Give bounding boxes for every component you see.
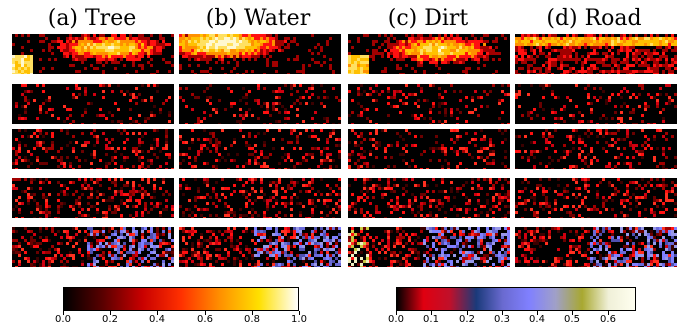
- colorbar-tick: [157, 311, 158, 315]
- heatmap-water-row-4: [179, 178, 341, 218]
- colorbar-tick-label: 0.0: [388, 314, 404, 325]
- heatmap-dirt-row-1: [348, 34, 510, 74]
- heatmap-dirt-row-5: [348, 227, 510, 267]
- heatmap-tree-row-1: [12, 34, 174, 74]
- colorbar-tick: [431, 311, 432, 315]
- colorbar-tick: [110, 311, 111, 315]
- colorbar-tick: [537, 311, 538, 315]
- heatmap-tree-row-4: [12, 178, 174, 218]
- heatmap-dirt-row-4: [348, 178, 510, 218]
- colorbar-tick-label: 0.6: [197, 314, 213, 325]
- colorbar-tick: [572, 311, 573, 315]
- heatmap-road-row-4: [515, 178, 677, 218]
- heatmap-road-row-1: [515, 34, 677, 74]
- heatmap-road-row-5: [515, 227, 677, 267]
- column-title-dirt: (c) Dirt: [387, 6, 469, 31]
- colorbar-tick-label: 0.2: [102, 314, 118, 325]
- colorbar-tick: [502, 311, 503, 315]
- heatmap-road-row-3: [515, 129, 677, 169]
- heatmap-tree-row-5: [12, 227, 174, 267]
- heatmap-water-row-3: [179, 129, 341, 169]
- colorbar-tick: [467, 311, 468, 315]
- column-title-water: (b) Water: [205, 6, 311, 31]
- colorbar-tick: [252, 311, 253, 315]
- colorbar-tick-label: 0.4: [149, 314, 165, 325]
- heatmap-tree-row-3: [12, 129, 174, 169]
- heatmap-road-row-2: [515, 84, 677, 124]
- colorbar-tick: [63, 311, 64, 315]
- colorbar-tick-label: 0.4: [529, 314, 545, 325]
- colorbar-tick-label: 1.0: [291, 314, 307, 325]
- colorbar-tick: [205, 311, 206, 315]
- colorbar-tick-label: 0.2: [459, 314, 475, 325]
- colorbar-tick-label: 0.6: [600, 314, 616, 325]
- colorbar-tick: [299, 311, 300, 315]
- heatmap-dirt-row-3: [348, 129, 510, 169]
- heatmap-water-row-2: [179, 84, 341, 124]
- column-title-road: (d) Road: [546, 6, 642, 31]
- colorbar-hot: [63, 287, 299, 311]
- heatmap-dirt-row-2: [348, 84, 510, 124]
- heatmap-water-row-5: [179, 227, 341, 267]
- colorbar-error: [396, 287, 636, 311]
- colorbar-tick-label: 0.0: [55, 314, 71, 325]
- colorbar-tick-label: 0.5: [564, 314, 580, 325]
- colorbar-tick-label: 0.1: [423, 314, 439, 325]
- colorbar-tick: [608, 311, 609, 315]
- heatmap-tree-row-2: [12, 84, 174, 124]
- heatmap-water-row-1: [179, 34, 341, 74]
- colorbar-tick-label: 0.8: [244, 314, 260, 325]
- colorbar-tick-label: 0.3: [494, 314, 510, 325]
- colorbar-tick: [396, 311, 397, 315]
- column-title-tree: (a) Tree: [47, 6, 137, 31]
